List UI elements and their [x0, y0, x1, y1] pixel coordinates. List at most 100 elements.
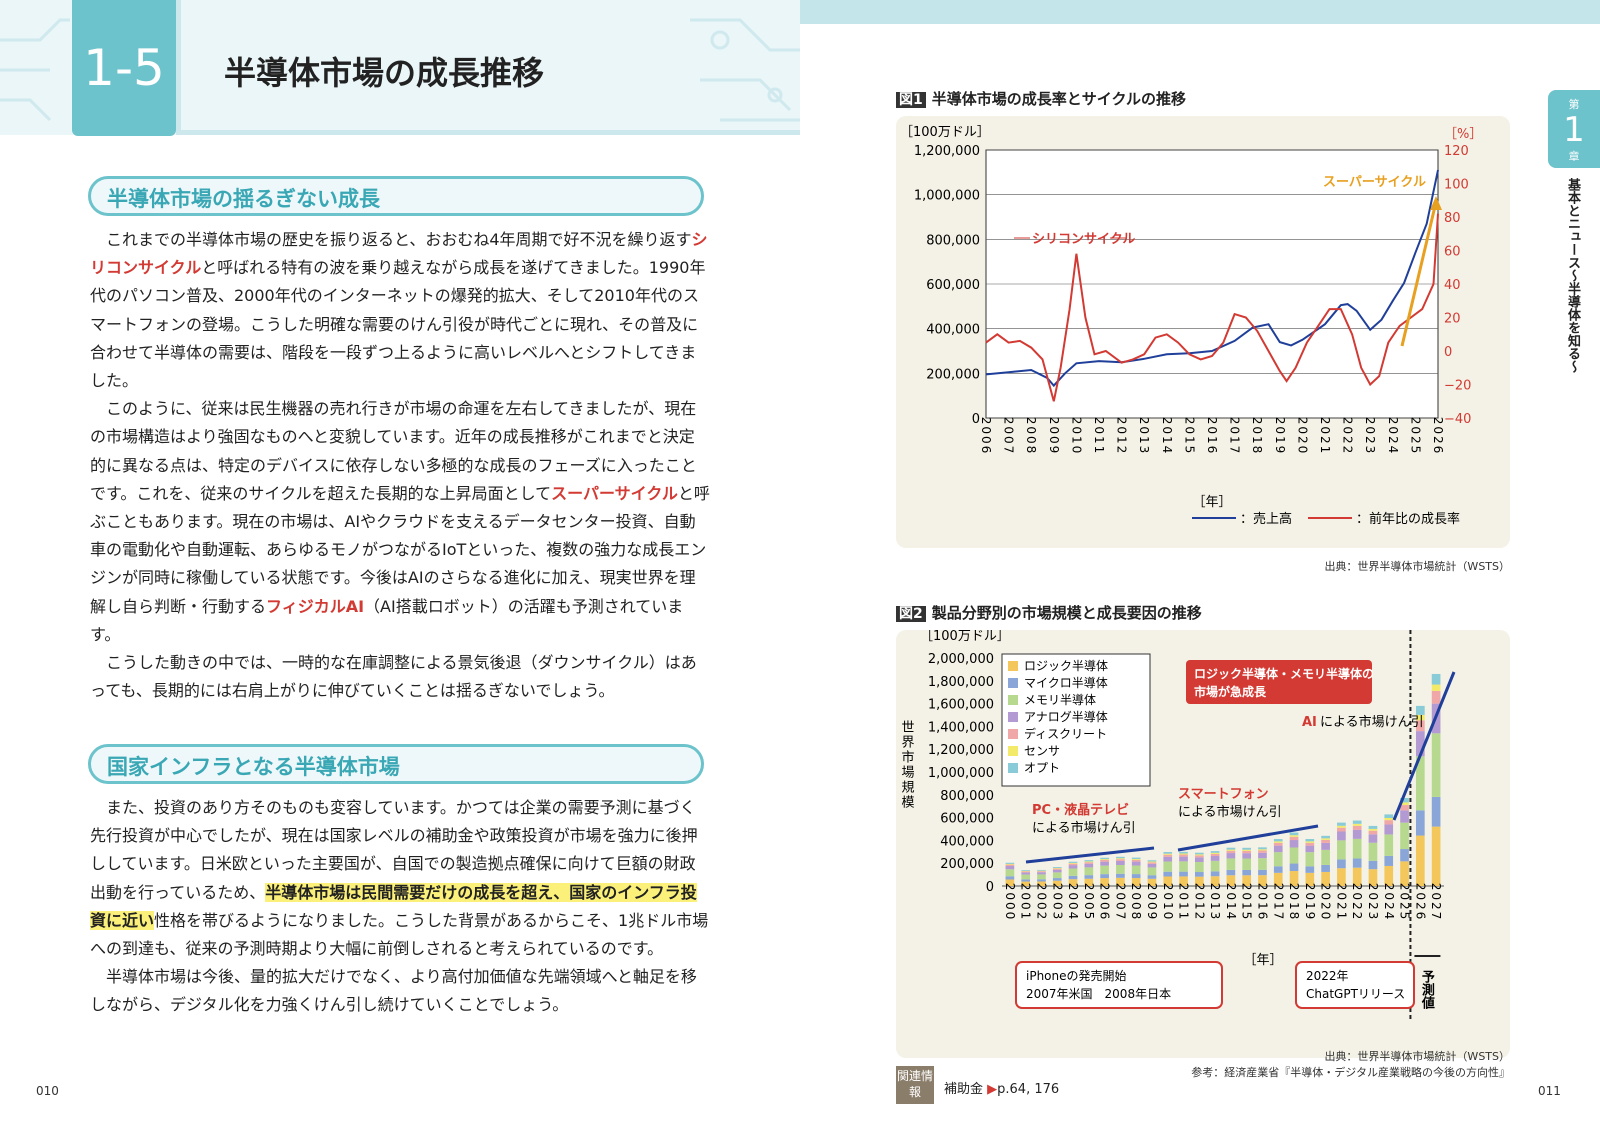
fig2-bar-segment — [1116, 859, 1125, 861]
fig2-bar-segment — [1242, 853, 1252, 859]
fig2-bar-segment — [1400, 849, 1409, 862]
fig1-xtick: 2010 — [1069, 417, 1083, 456]
fig2-bar-segment — [1147, 875, 1157, 879]
fig2-bar-segment — [1415, 720, 1425, 732]
fig2-bar-segment — [1273, 839, 1283, 842]
fig2-bar-segment — [1321, 842, 1330, 850]
fig2-bar-segment — [1194, 876, 1204, 886]
fig1-caption: 図1 半導体市場の成長率とサイクルの推移 — [896, 88, 1186, 109]
fig2-pc-red: PC・液晶テレビ — [1032, 802, 1129, 818]
fig2-bar-segment — [1100, 874, 1109, 879]
fig2-bar-segment — [1368, 830, 1378, 835]
fig2-chatgpt-text: ChatGPTリリース — [1306, 987, 1405, 1001]
fig2-bar-segment — [1068, 861, 1078, 863]
fig2-xtick: 2013 — [1208, 883, 1222, 922]
fig2-bar-segment — [1037, 881, 1046, 886]
fig2-bar-segment — [1289, 847, 1299, 864]
fig2-bar-segment — [1384, 865, 1394, 886]
fig2-bar-segment — [1321, 839, 1330, 843]
fig2-xtick: 2027 — [1429, 883, 1443, 922]
fig2-bar-segment — [1337, 825, 1346, 828]
fig2-bar-segment — [1415, 705, 1425, 715]
fig2-bar-segment — [1005, 869, 1015, 877]
fig2-bar-segment — [1194, 872, 1204, 877]
fig1-ytick-left: 400,000 — [926, 323, 980, 338]
fig1-ytick-left: 1,200,000 — [914, 144, 980, 159]
fig1-super-arrow — [1400, 201, 1438, 347]
fig1-xtick: 2024 — [1386, 417, 1400, 456]
fig2-bar-segment — [1431, 826, 1441, 886]
fig2-ylabel: 世界市場規模 — [899, 720, 915, 810]
fig2-bar-segment — [1116, 858, 1125, 860]
fig2-xtick: 2024 — [1382, 883, 1396, 922]
fig1-ytick-right: 0 — [1444, 345, 1452, 360]
fig2-bar-segment — [1431, 673, 1441, 685]
fig1-xtick: 2023 — [1363, 417, 1377, 456]
fig2-bar-segment — [1258, 849, 1267, 851]
fig2-legend-swatch — [1008, 678, 1018, 688]
fig2-bar-segment — [1052, 868, 1062, 869]
title-frame — [176, 0, 800, 135]
fig2-legend-box — [1001, 653, 1151, 787]
fig2-bar-segment — [1052, 878, 1062, 881]
fig2-iphone-box — [1015, 961, 1223, 1009]
fig2-bar-segment — [1179, 876, 1188, 886]
fig2-bar-segment — [1321, 835, 1330, 839]
fig2-bar-segment — [1400, 822, 1409, 850]
fig2-bar-segment — [1194, 852, 1204, 855]
fig2-xtick: 2016 — [1255, 883, 1269, 922]
fig2-bar-segment — [1163, 871, 1173, 877]
fig2-bar-segment — [1037, 874, 1046, 880]
fig2-bar-segment — [1305, 866, 1315, 873]
fig2-bar-segment — [1415, 810, 1425, 836]
fig1-ytick-right: 60 — [1444, 245, 1461, 260]
fig2-legend-swatch — [1008, 695, 1018, 705]
page-title: 半導体市場の成長推移 — [224, 54, 545, 92]
fig2-bar-segment — [1100, 878, 1109, 886]
fig2-bar-segment — [1194, 855, 1204, 858]
fig2-bar-segment — [1131, 857, 1141, 860]
fig2-ai-arrow — [1392, 671, 1456, 821]
fig2-bar-segment — [1368, 842, 1378, 861]
fig2-bar-segment — [1400, 797, 1409, 803]
fig2-bar-segment — [1068, 879, 1078, 886]
fig2-bar-segment — [1289, 836, 1299, 841]
fig1-xtick: 2006 — [979, 417, 993, 456]
fig2-bar-segment — [1147, 867, 1157, 876]
fig2-tag: 図2 — [896, 606, 926, 622]
fig2-pc-text: による市場けん引 — [1032, 820, 1136, 836]
fig2-bar-segment — [1005, 879, 1015, 886]
fig2-sp-arrow — [1177, 824, 1319, 852]
fig2-bar-segment — [1163, 861, 1173, 872]
fig2-bar-segment — [1005, 876, 1015, 880]
p1-red-term: シリコンサイクル — [90, 230, 708, 278]
fig1-xtick: 2009 — [1047, 417, 1061, 456]
fig2-bar-segment — [1021, 879, 1031, 882]
fig2-bar-segment — [1116, 860, 1125, 865]
fig1-xtick: 2017 — [1228, 417, 1242, 456]
fig2-bar-segment — [1431, 690, 1441, 704]
fig2-bar-segment — [1037, 872, 1046, 875]
fig1-legend-label: ：前年比の成長率 — [1356, 511, 1460, 527]
fig2-bar-segment — [1131, 878, 1141, 886]
fig2-bar-segment — [1337, 822, 1346, 826]
fig1-series-line — [985, 169, 1439, 388]
fig2-bar-segment — [1021, 881, 1031, 886]
fig2-bar-segment — [1289, 863, 1299, 872]
fig2-callout-text: ロジック半導体・メモリ半導体の — [1194, 666, 1374, 681]
fig2-bar-segment — [1163, 876, 1173, 886]
fig2-bar-segment — [1258, 852, 1267, 859]
fig2-bar-segment — [1084, 860, 1094, 862]
fig2-xtick: 2000 — [1003, 883, 1017, 922]
related-info[interactable]: 補助金 ▶p.64, 176 — [944, 1078, 1059, 1097]
fig2-yunit: ［100万ドル］ — [920, 630, 1010, 644]
fig1-annot-silicon: シリコンサイクル — [1032, 232, 1135, 247]
fig2-legend-label: メモリ半導体 — [1024, 693, 1096, 707]
fig2-ytick: 400,000 — [940, 834, 994, 849]
fig2-bar-segment — [1352, 858, 1362, 868]
fig2-xtick: 2019 — [1303, 883, 1317, 922]
fig2-bar-segment — [1052, 880, 1062, 886]
fig2-bar-segment — [1368, 834, 1378, 843]
fig2-bar-segment — [1131, 865, 1141, 875]
paragraph-5: 半導体市場は今後、量的拡大だけでなく、より高付加価値な先端領域へと軸足を移しなが… — [90, 967, 697, 1015]
